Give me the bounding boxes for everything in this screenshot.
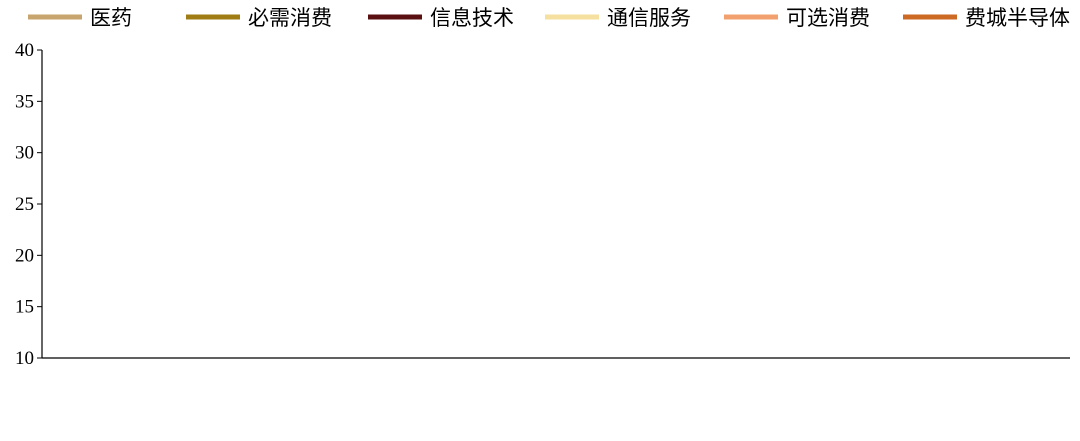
legend-label: 必需消费	[248, 6, 332, 30]
y-tick-label: 25	[15, 194, 34, 215]
y-tick-label: 10	[15, 348, 34, 369]
y-tick-label: 35	[15, 91, 34, 112]
y-ticks: 10 15 20 25 30 35 40	[15, 40, 42, 369]
legend-label: 医药	[90, 6, 132, 30]
axes	[41, 50, 1070, 359]
y-tick-label: 40	[15, 40, 34, 61]
y-tick-label: 15	[15, 297, 34, 318]
legend-label: 可选消费	[786, 6, 870, 30]
legend: 医药 必需消费 信息技术 通信服务 可选消费 费城半导体	[28, 6, 1070, 30]
legend-label: 通信服务	[607, 6, 691, 30]
legend-label: 费城半导体	[965, 6, 1070, 30]
y-tick-label: 20	[15, 245, 34, 266]
legend-label: 信息技术	[430, 6, 514, 30]
y-tick-label: 30	[15, 143, 34, 164]
